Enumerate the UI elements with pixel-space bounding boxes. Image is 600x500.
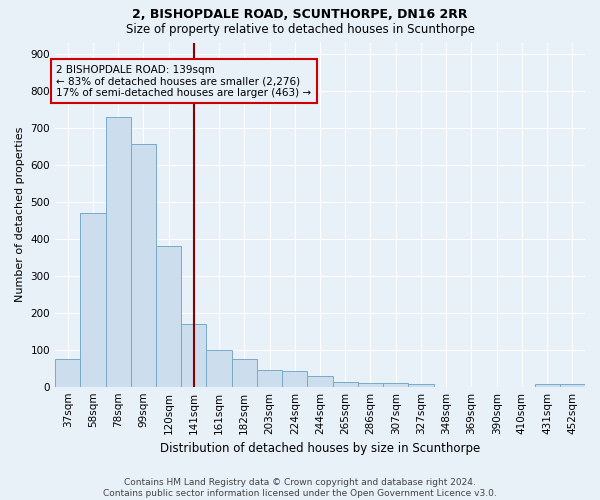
- Bar: [156, 246, 181, 386]
- Bar: [80, 212, 106, 386]
- Text: Size of property relative to detached houses in Scunthorpe: Size of property relative to detached ho…: [125, 22, 475, 36]
- Text: 2, BISHOPDALE ROAD, SCUNTHORPE, DN16 2RR: 2, BISHOPDALE ROAD, SCUNTHORPE, DN16 2RR: [132, 8, 468, 20]
- Bar: [206, 350, 232, 386]
- Bar: [181, 324, 206, 386]
- Bar: [535, 384, 560, 386]
- Bar: [131, 144, 156, 386]
- Bar: [307, 376, 332, 386]
- Bar: [358, 382, 383, 386]
- Text: 2 BISHOPDALE ROAD: 139sqm
← 83% of detached houses are smaller (2,276)
17% of se: 2 BISHOPDALE ROAD: 139sqm ← 83% of detac…: [56, 64, 311, 98]
- Y-axis label: Number of detached properties: Number of detached properties: [15, 127, 25, 302]
- Bar: [55, 359, 80, 386]
- Bar: [106, 116, 131, 386]
- Bar: [257, 370, 282, 386]
- Bar: [282, 371, 307, 386]
- Bar: [232, 359, 257, 386]
- Bar: [560, 384, 585, 386]
- Bar: [383, 383, 409, 386]
- Bar: [332, 382, 358, 386]
- Text: Contains HM Land Registry data © Crown copyright and database right 2024.
Contai: Contains HM Land Registry data © Crown c…: [103, 478, 497, 498]
- X-axis label: Distribution of detached houses by size in Scunthorpe: Distribution of detached houses by size …: [160, 442, 480, 455]
- Bar: [409, 384, 434, 386]
